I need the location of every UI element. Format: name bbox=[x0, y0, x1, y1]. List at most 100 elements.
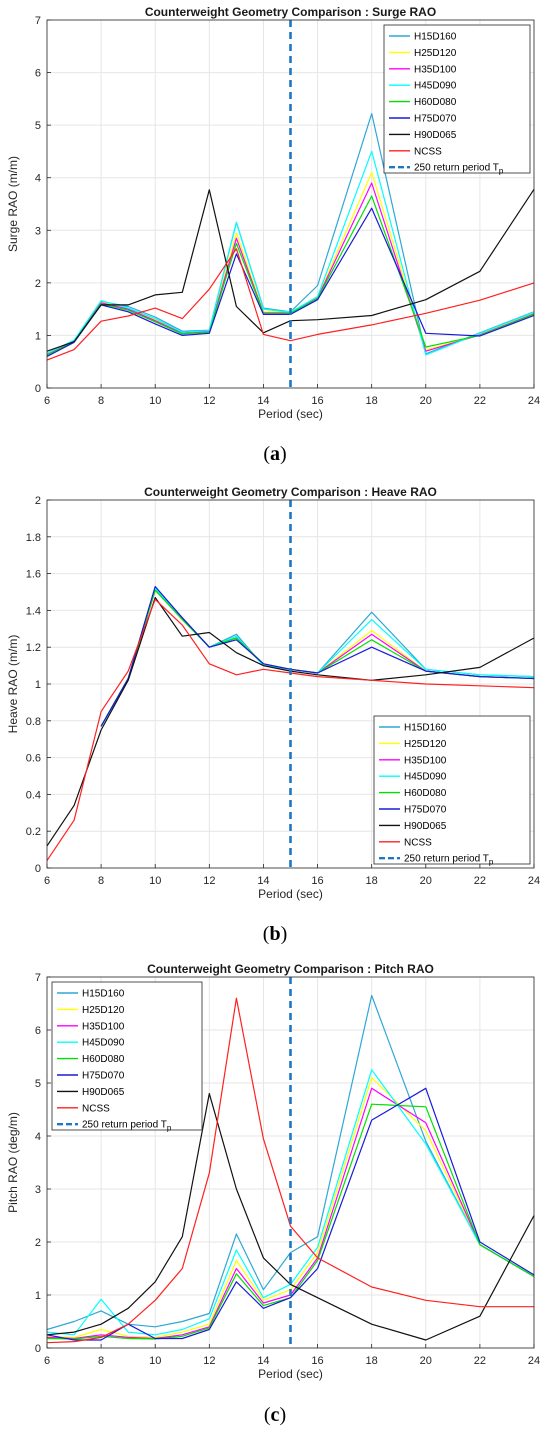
chart-title: Counterweight Geometry Comparison : Heav… bbox=[144, 485, 437, 499]
panel-label: (a) bbox=[263, 443, 286, 465]
y-tick-label: 1 bbox=[35, 679, 41, 691]
legend-label-reference: 250 return period Tp bbox=[82, 1120, 172, 1133]
legend-label-h90d065: H90D065 bbox=[404, 821, 447, 832]
x-axis-label: Period (sec) bbox=[258, 407, 323, 421]
panel-label-letter: a bbox=[270, 443, 280, 465]
x-tick-label: 24 bbox=[528, 395, 540, 407]
legend-label-h75d070: H75D070 bbox=[404, 805, 447, 816]
y-tick-label: 1.8 bbox=[26, 532, 41, 544]
legend-label-h25d120: H25D120 bbox=[404, 739, 447, 750]
legend-label-reference: 250 return period Tp bbox=[404, 854, 494, 867]
legend-label-ncss: NCSS bbox=[404, 837, 432, 848]
x-axis-label: Period (sec) bbox=[258, 1367, 323, 1381]
y-tick-label: 1 bbox=[35, 1290, 41, 1302]
series-line-h75d070 bbox=[46, 207, 535, 358]
legend-label-h45d090: H45D090 bbox=[414, 81, 457, 92]
x-tick-label: 6 bbox=[44, 875, 50, 887]
series-line-h60d080 bbox=[46, 195, 535, 356]
legend-label-h75d070: H75D070 bbox=[414, 114, 457, 125]
y-tick-label: 0 bbox=[35, 1343, 41, 1355]
x-tick-label: 18 bbox=[366, 875, 378, 887]
legend-label-reference-sub: p bbox=[489, 858, 494, 867]
y-tick-label: 1.2 bbox=[26, 642, 41, 654]
x-tick-label: 18 bbox=[366, 395, 378, 407]
legend-label-reference-main: 250 return period T bbox=[82, 1120, 167, 1131]
y-tick-label: 0 bbox=[35, 863, 41, 875]
legend-label-h60d080: H60D080 bbox=[404, 788, 447, 799]
y-tick-label: 2 bbox=[35, 495, 41, 507]
legend-label-h15d160: H15D160 bbox=[404, 723, 447, 734]
x-tick-label: 16 bbox=[311, 875, 323, 887]
x-tick-label: 20 bbox=[420, 1355, 432, 1367]
legend-label-reference-sub: p bbox=[167, 1124, 172, 1133]
x-tick-label: 16 bbox=[311, 395, 323, 407]
panel-label-close: ) bbox=[281, 923, 288, 945]
legend-label-h45d090: H45D090 bbox=[82, 1038, 125, 1049]
x-tick-label: 8 bbox=[98, 1355, 104, 1367]
y-tick-label: 6 bbox=[35, 1025, 41, 1037]
y-tick-label: 1.6 bbox=[26, 569, 41, 581]
x-tick-label: 14 bbox=[257, 1355, 269, 1367]
y-tick-label: 2 bbox=[35, 1237, 41, 1249]
x-axis-label: Period (sec) bbox=[258, 887, 323, 901]
series-line-h75d070 bbox=[46, 1087, 535, 1341]
x-tick-label: 22 bbox=[474, 875, 486, 887]
plot-frame bbox=[46, 976, 535, 1349]
series-line-ncss bbox=[46, 997, 534, 1344]
series-line-h35d100 bbox=[46, 182, 535, 356]
series-line-ncss bbox=[46, 598, 535, 861]
x-tick-label: 22 bbox=[474, 395, 486, 407]
y-tick-label: 1 bbox=[35, 330, 41, 342]
x-tick-label: 10 bbox=[149, 1355, 161, 1367]
chart-title: Counterweight Geometry Comparison : Surg… bbox=[145, 5, 436, 19]
series-line-h15d160 bbox=[46, 994, 535, 1331]
series-line-h35d100 bbox=[46, 1087, 535, 1340]
legend-label-ncss: NCSS bbox=[414, 146, 442, 157]
x-tick-label: 24 bbox=[528, 875, 540, 887]
series-line-ncss bbox=[46, 248, 535, 361]
legend: H15D160 H25D120 H35D100 H45D090 H60D080 H75D0… bbox=[383, 24, 531, 176]
y-tick-label: 0 bbox=[35, 383, 41, 395]
y-tick-label: 5 bbox=[35, 120, 41, 132]
x-tick-label: 6 bbox=[44, 395, 50, 407]
legend-label-h15d160: H15D160 bbox=[414, 32, 457, 43]
x-tick-label: 14 bbox=[257, 395, 269, 407]
legend-label-h90d065: H90D065 bbox=[414, 130, 457, 141]
panel-label: (c) bbox=[264, 1404, 286, 1426]
x-tick-label: 18 bbox=[366, 1355, 378, 1367]
y-tick-label: 3 bbox=[35, 225, 41, 237]
series-line-h60d080 bbox=[46, 1103, 535, 1340]
chart-panel-0: 6 8 10 12 14 16 18 20 22 2401234567Counterweight … bbox=[6, 5, 540, 465]
y-tick-label: 4 bbox=[35, 1131, 41, 1143]
y-axis-label: Pitch RAO (deg/m) bbox=[6, 1112, 20, 1213]
legend-label-h90d065: H90D065 bbox=[82, 1087, 125, 1098]
y-axis-label: Heave RAO (m/m) bbox=[6, 635, 20, 734]
chart-title: Counterweight Geometry Comparison : Pitc… bbox=[147, 962, 434, 976]
plot-frame bbox=[46, 19, 535, 389]
y-tick-label: 7 bbox=[35, 15, 41, 27]
y-tick-label: 0.6 bbox=[26, 753, 41, 765]
legend-label-reference-main: 250 return period T bbox=[414, 163, 499, 174]
panel-label-open: ( bbox=[263, 443, 270, 465]
legend-box bbox=[51, 981, 203, 1131]
x-tick-label: 24 bbox=[528, 1355, 540, 1367]
y-tick-label: 2 bbox=[35, 278, 41, 290]
panel-label-letter: b bbox=[269, 923, 280, 945]
legend-label-h25d120: H25D120 bbox=[414, 48, 457, 59]
series-line-h45d090 bbox=[46, 150, 535, 356]
y-tick-label: 0.4 bbox=[26, 789, 41, 801]
y-tick-label: 0.8 bbox=[26, 716, 41, 728]
legend-label-reference-sub: p bbox=[499, 167, 504, 176]
x-tick-label: 20 bbox=[420, 395, 432, 407]
x-tick-label: 8 bbox=[98, 875, 104, 887]
chart-panel-2: 6 8 10 12 14 16 18 20 22 2401234567Counterweight … bbox=[6, 962, 540, 1426]
x-tick-label: 10 bbox=[149, 875, 161, 887]
panel-label-open: ( bbox=[264, 1404, 271, 1426]
legend-label-h35d100: H35D100 bbox=[404, 755, 447, 766]
series-line-h25d120 bbox=[46, 1077, 535, 1339]
y-axis-label: Surge RAO (m/m) bbox=[6, 156, 20, 252]
legend-label-h45d090: H45D090 bbox=[404, 772, 447, 783]
x-tick-label: 12 bbox=[203, 875, 215, 887]
panel-label-close: ) bbox=[279, 1404, 286, 1426]
